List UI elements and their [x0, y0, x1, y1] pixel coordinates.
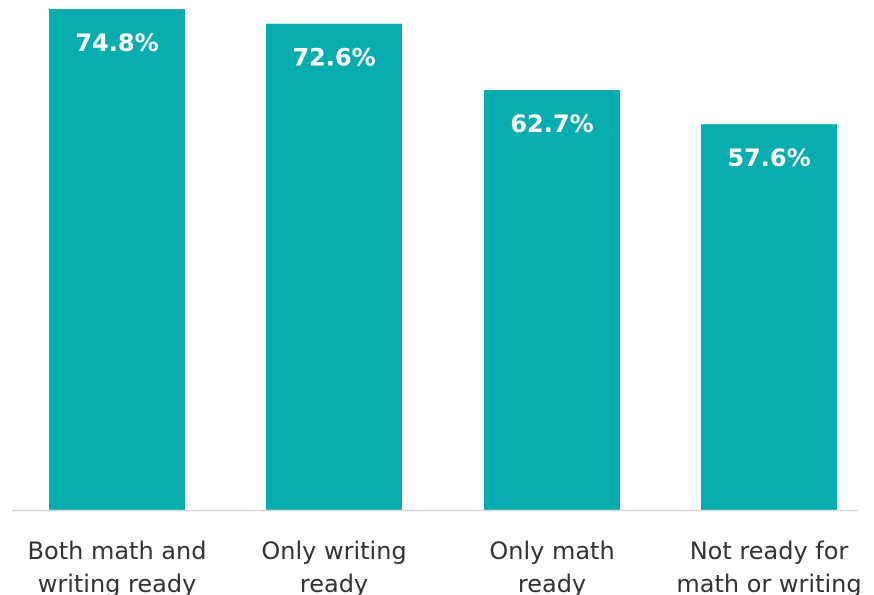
- data-labels-group: 74.8% 72.6% 62.7% 57.6%: [75, 29, 810, 172]
- data-label-3: 62.7%: [510, 110, 593, 138]
- bar-4: [701, 124, 837, 510]
- category-label-1-line-1: Both math and: [28, 537, 207, 565]
- data-label-2: 72.6%: [292, 44, 375, 72]
- category-label-2-line-2: ready: [300, 570, 368, 595]
- category-label-3-line-1: Only math: [489, 537, 614, 565]
- category-labels-group: Both math and writing ready Only writing re…: [28, 537, 862, 595]
- bar-3: [484, 90, 620, 510]
- bar-1: [49, 9, 185, 510]
- category-label-1-line-2: writing ready: [38, 570, 197, 595]
- category-label-4-line-1: Not ready for: [690, 537, 849, 565]
- bars-group: [49, 9, 837, 511]
- bar-2: [266, 23, 402, 511]
- category-label-3: Only math ready: [489, 537, 614, 595]
- category-label-2-line-1: Only writing: [261, 537, 406, 565]
- category-label-3-line-2: ready: [518, 570, 586, 595]
- data-label-1: 74.8%: [75, 29, 158, 57]
- category-label-1: Both math and writing ready: [28, 537, 207, 595]
- data-label-4: 57.6%: [727, 144, 810, 172]
- category-label-2: Only writing ready: [261, 537, 406, 595]
- category-label-4: Not ready for math or writing: [676, 537, 861, 595]
- category-label-4-line-2: math or writing: [676, 570, 861, 595]
